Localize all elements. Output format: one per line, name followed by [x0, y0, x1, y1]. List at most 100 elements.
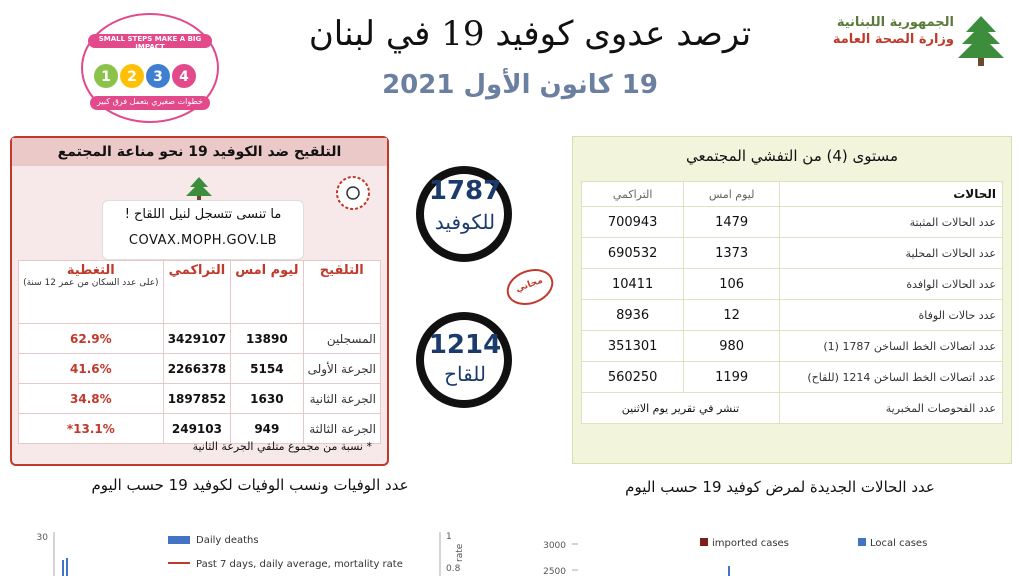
deaths-chart: 30 Daily deaths Past 7 days, daily avera…	[37, 532, 465, 576]
table-row: عدد الفحوصات المخبرية تنشر في تقرير يوم …	[581, 392, 1003, 424]
legend-label-deaths: Daily deaths	[196, 535, 259, 546]
row-yesterday: 5154	[230, 353, 304, 384]
vaccination-table: التلقيح ليوم امس التراكمي التغطية (على ع…	[18, 260, 382, 444]
col-coverage-label: التغطية	[66, 263, 115, 278]
legend-swatch-deaths	[168, 536, 190, 544]
table-row: عدد اتصالات الخط الساخن 1787 (1) 980 351…	[580, 330, 1003, 362]
row-coverage: 34.8%	[18, 383, 164, 414]
headset-icon	[416, 166, 512, 262]
row-label: عدد حالات الوفاة	[779, 299, 1003, 331]
col-cumulative: التراكمي	[162, 260, 232, 324]
row-yesterday: 1199	[683, 361, 780, 393]
row-label: عدد اتصالات الخط الساخن 1787 (1)	[779, 330, 1003, 362]
badge-text: SMALL STEPS MAKE A BIG IMPACT	[98, 35, 202, 51]
table-row: المسجلين 13890 3429107 62.9%	[18, 323, 382, 354]
col-yesterday: ليوم امس	[230, 260, 304, 324]
hotline-covid-label: للكوفيد	[434, 210, 496, 234]
virus-stamp-icon	[334, 174, 372, 212]
row-cumulative: 249103	[162, 413, 232, 444]
page-title: ترصد عدوى كوفيد 19 في لبنان	[308, 14, 752, 54]
lab-value: تنشر في تقرير يوم الاثنين	[581, 392, 780, 424]
col-coverage-note: (على عدد السكان من عمر 12 سنة)	[23, 278, 159, 288]
col-yesterday: ليوم امس	[683, 181, 780, 207]
table-row: الجرعة الثانية 1630 1897852 34.8%	[18, 383, 382, 414]
row-yesterday: 12	[683, 299, 780, 331]
table-row: عدد الحالات الوافدة 106 10411	[580, 268, 1003, 300]
cases-chart-caption: عدد الحالات الجديدة لمرض كوفيد 19 حسب ال…	[625, 478, 935, 496]
row-coverage: 62.9%	[18, 323, 164, 354]
row-cumulative: 10411	[580, 268, 685, 300]
row-label: عدد الحالات الوافدة	[779, 268, 1003, 300]
row-label: الجرعة الأولى	[302, 353, 382, 384]
legend-swatch-imported	[700, 538, 708, 546]
row-coverage: 41.6%	[18, 353, 164, 384]
axis-label-right: rate	[455, 543, 465, 562]
cedar-small-icon	[182, 176, 216, 202]
row-label: عدد اتصالات الخط الساخن 1214 (للقاح)	[779, 361, 1003, 393]
hotline-covid: 1787 للكوفيد	[416, 166, 512, 262]
table-row: الجرعة الثالثة 949 249103 13.1%*	[18, 413, 382, 444]
cases-table: الحالات ليوم امس التراكمي عدد الحالات ال…	[580, 181, 1003, 424]
cases-header: مستوى (4) من التفشي المجتمعي	[686, 147, 898, 165]
badge-subtext: خطوات صغيري بتعمل فرق كبير	[97, 97, 203, 106]
col-vaccination: التلقيح	[302, 260, 382, 324]
vaccination-header: التلقيح ضد الكوفيد 19 نحو مناعة المجتمع	[12, 138, 387, 166]
row-label: عدد الحالات المحلية	[779, 237, 1003, 269]
daily-deaths-bar	[62, 560, 64, 576]
row-yesterday: 13890	[230, 323, 304, 354]
svg-text:4: 4	[179, 69, 189, 85]
hotline-vaccine: 1214 للقاح	[416, 312, 512, 408]
ministry-name: الجمهورية اللبنانية وزارة الصحة العامة	[784, 14, 954, 48]
row-label: الجرعة الثالثة	[302, 413, 382, 444]
svg-text:2: 2	[127, 69, 137, 85]
legend-label-imported: imported cases	[712, 538, 789, 549]
row-yesterday: 1479	[683, 206, 780, 238]
table-row: عدد حالات الوفاة 12 8936	[580, 299, 1003, 331]
cedar-logo-icon	[956, 14, 1006, 66]
legend-swatch-local	[858, 538, 866, 546]
row-cumulative: 560250	[580, 361, 685, 393]
covax-url-link[interactable]: COVAX.MOPH.GOV.LB	[128, 233, 278, 248]
vaccination-table-header: التلقيح ليوم امس التراكمي التغطية (على ع…	[18, 260, 382, 324]
register-box: ما تنسى تتسجل لنيل اللقاح ! COVAX.MOPH.G…	[102, 200, 304, 260]
tick-label-right: 1	[446, 532, 452, 542]
ministry-line2: وزارة الصحة العامة	[832, 32, 954, 47]
row-label: الجرعة الثانية	[302, 383, 382, 414]
daily-deaths-bar	[66, 558, 68, 576]
row-cumulative: 690532	[580, 237, 685, 269]
col-cumulative: التراكمي	[580, 181, 685, 207]
svg-text:1: 1	[101, 69, 111, 85]
deaths-chart-caption: عدد الوفيات ونسب الوفيات لكوفيد 19 حسب ا…	[91, 476, 409, 494]
col-coverage: التغطية (على عدد السكان من عمر 12 سنة)	[18, 260, 164, 324]
hotline-vaccine-label: للقاح	[444, 362, 486, 386]
local-cases-bar	[728, 566, 730, 576]
row-cumulative: 8936	[580, 299, 685, 331]
row-coverage: 13.1%*	[18, 413, 164, 444]
row-cumulative: 351301	[580, 330, 685, 362]
hotline-covid-number: 1787	[428, 176, 502, 206]
hotline-vaccine-number: 1214	[428, 330, 502, 360]
ministry-line1: الجمهورية اللبنانية	[836, 15, 954, 30]
row-yesterday: 1630	[230, 383, 304, 414]
table-row: الجرعة الأولى 5154 2266378 41.6%	[18, 353, 382, 384]
row-label: المسجلين	[302, 323, 382, 354]
tick-label-right: 0.8	[446, 564, 461, 574]
vaccination-note: * نسبة من مجموع متلقي الجرعة الثانية	[192, 440, 372, 453]
svg-text:3: 3	[153, 69, 163, 85]
register-text: ما تنسى تتسجل لنيل اللقاح !	[124, 207, 282, 222]
row-yesterday: 980	[683, 330, 780, 362]
row-yesterday: 1373	[683, 237, 780, 269]
vaccination-panel: التلقيح ضد الكوفيد 19 نحو مناعة المجتمع …	[10, 136, 389, 466]
report-date: 19 كانون الأول 2021	[382, 70, 658, 100]
cases-chart: 3000 2500 imported cases Local cases	[543, 538, 927, 576]
tick-label-left: 30	[37, 533, 49, 543]
cases-panel: مستوى (4) من التفشي المجتمعي الحالات ليو…	[572, 136, 1012, 464]
tick-label: 2500	[543, 567, 566, 576]
row-yesterday: 106	[683, 268, 780, 300]
row-cumulative: 1897852	[162, 383, 232, 414]
row-cumulative: 3429107	[162, 323, 232, 354]
campaign-badge: 1 2 3 4 SMALL STEPS MAKE A BIG IMPACT خط…	[80, 12, 220, 124]
row-cumulative: 700943	[580, 206, 685, 238]
row-label: عدد الحالات المثبتة	[779, 206, 1003, 238]
table-row: عدد اتصالات الخط الساخن 1214 (للقاح) 119…	[580, 361, 1003, 393]
